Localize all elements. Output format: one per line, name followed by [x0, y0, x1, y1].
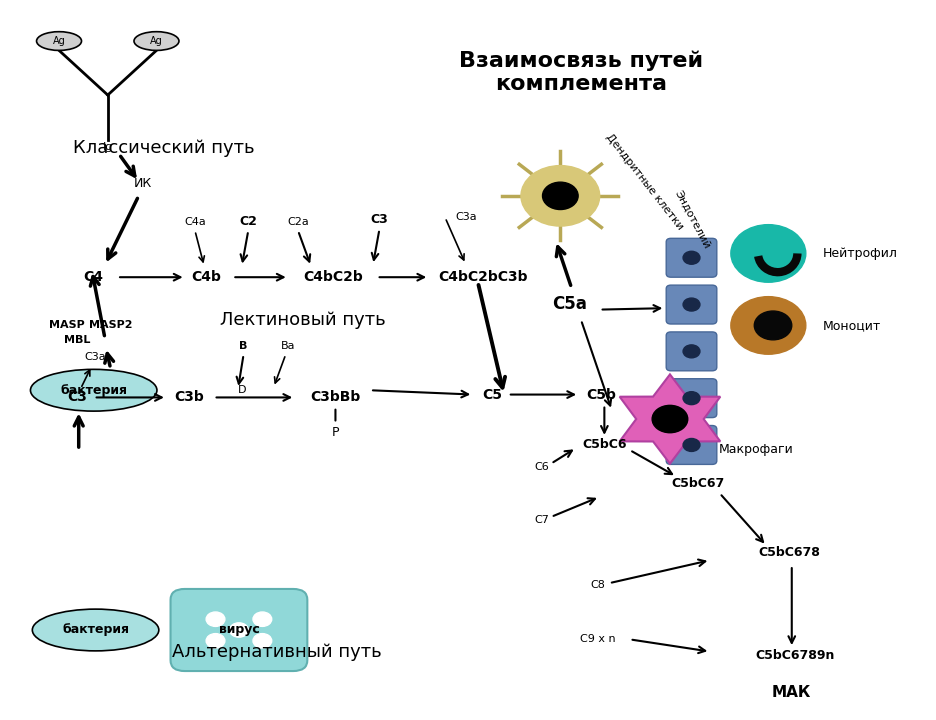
Text: C3a: C3a [455, 212, 477, 222]
Text: Ag: Ag [52, 36, 66, 46]
Text: ИК: ИК [133, 177, 152, 190]
FancyBboxPatch shape [665, 332, 716, 371]
Text: C4bC2b: C4bC2b [302, 270, 362, 284]
Text: B: B [240, 341, 247, 351]
Circle shape [753, 311, 791, 340]
Text: C3a: C3a [84, 352, 107, 362]
Text: C5a: C5a [551, 295, 587, 313]
Text: MASP: MASP [49, 320, 84, 330]
Text: Нейтрофил: Нейтрофил [822, 247, 897, 260]
Text: C2a: C2a [286, 217, 309, 227]
Ellipse shape [37, 32, 81, 50]
Text: C7: C7 [534, 515, 548, 525]
Text: Макрофаги: Макрофаги [718, 443, 793, 456]
Text: MBL: MBL [64, 335, 90, 345]
Text: C3bBb: C3bBb [310, 390, 360, 405]
Text: C3b: C3b [174, 390, 204, 405]
Text: C5bC678: C5bC678 [757, 546, 819, 559]
Ellipse shape [134, 32, 179, 50]
Text: бактерия: бактерия [60, 384, 127, 397]
Text: Дендритные клетки: Дендритные клетки [604, 132, 685, 231]
Circle shape [682, 392, 699, 405]
Text: C9 x n: C9 x n [579, 634, 615, 644]
Circle shape [682, 345, 699, 358]
Circle shape [206, 634, 225, 648]
Text: C4a: C4a [183, 217, 206, 227]
Text: C3: C3 [371, 213, 388, 226]
Ellipse shape [32, 609, 159, 651]
Circle shape [651, 405, 687, 433]
Text: Лектиновый путь: Лектиновый путь [220, 311, 386, 330]
Text: бактерия: бактерия [62, 624, 129, 636]
Text: D: D [237, 385, 246, 395]
Text: C5bC6: C5bC6 [581, 438, 626, 451]
Text: Ig: Ig [102, 142, 113, 152]
Text: C5bC6789n: C5bC6789n [754, 649, 833, 662]
FancyBboxPatch shape [170, 589, 307, 671]
Text: C4b: C4b [191, 270, 221, 284]
Text: C5bC67: C5bC67 [671, 477, 724, 490]
Circle shape [206, 612, 225, 626]
Text: C4: C4 [83, 270, 104, 284]
Text: Моноцит: Моноцит [822, 319, 880, 332]
Circle shape [520, 166, 599, 226]
Circle shape [730, 297, 805, 354]
Text: вирус: вирус [218, 624, 259, 636]
Ellipse shape [31, 369, 157, 411]
FancyBboxPatch shape [665, 238, 716, 277]
Circle shape [229, 623, 248, 637]
Circle shape [730, 225, 805, 282]
Text: C3: C3 [66, 390, 87, 405]
FancyBboxPatch shape [665, 285, 716, 324]
Text: C6: C6 [534, 462, 548, 472]
Circle shape [682, 298, 699, 311]
Text: C8: C8 [590, 580, 605, 590]
Circle shape [253, 612, 271, 626]
Circle shape [682, 438, 699, 451]
Text: C5: C5 [481, 387, 502, 402]
Text: Классический путь: Классический путь [73, 138, 255, 157]
Text: Ag: Ag [150, 36, 163, 46]
Text: MASP2: MASP2 [89, 320, 132, 330]
Text: Эндотелий: Эндотелий [672, 189, 711, 251]
Circle shape [682, 251, 699, 264]
Text: Альтернативный путь: Альтернативный путь [171, 642, 381, 661]
Text: C5b: C5b [586, 387, 616, 402]
Text: C4bC2bC3b: C4bC2bC3b [437, 270, 527, 284]
Text: P: P [331, 426, 339, 438]
Text: Ba: Ba [281, 341, 296, 351]
Polygon shape [619, 374, 720, 464]
Circle shape [542, 182, 578, 210]
Text: Взаимосвязь путей
комплемента: Взаимосвязь путей комплемента [459, 50, 702, 94]
Circle shape [253, 634, 271, 648]
FancyBboxPatch shape [665, 426, 716, 464]
Text: МАК: МАК [771, 685, 811, 700]
FancyBboxPatch shape [665, 379, 716, 418]
Text: C2: C2 [239, 215, 257, 228]
